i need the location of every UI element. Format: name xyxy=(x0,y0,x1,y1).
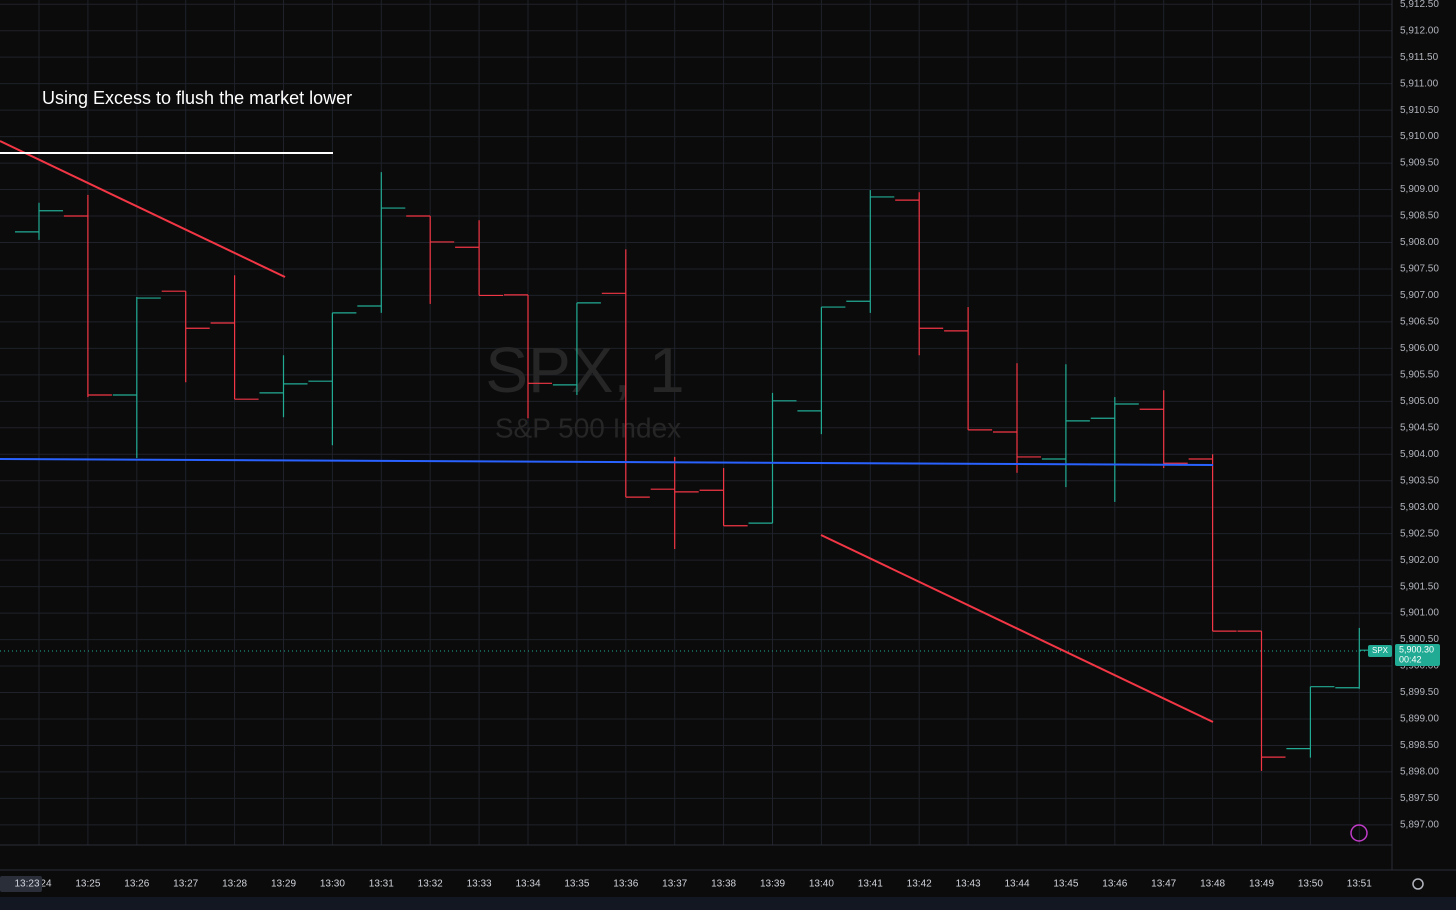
y-tick-label: 5,907.50 xyxy=(1400,264,1439,275)
y-tick-label: 5,911.50 xyxy=(1400,52,1439,63)
bottom-toolbar xyxy=(0,897,1456,910)
support-line[interactable] xyxy=(0,458,1214,466)
y-tick-label: 5,897.50 xyxy=(1400,793,1439,804)
x-tick-label: 13:48 xyxy=(1200,879,1225,890)
x-tick-label: 13:49 xyxy=(1249,879,1274,890)
last-price-box xyxy=(1395,644,1440,666)
crosshair-time-box xyxy=(0,876,42,892)
countdown: 00:42 xyxy=(1399,654,1422,664)
x-tick-label: 13:31 xyxy=(369,879,394,890)
y-tick-label: 5,902.00 xyxy=(1400,555,1439,566)
y-tick-label: 5,909.50 xyxy=(1400,158,1439,169)
x-tick-label: 13:35 xyxy=(564,879,589,890)
x-tick-label: 13:33 xyxy=(467,879,492,890)
grid xyxy=(0,0,1392,845)
x-tick-label: 13:25 xyxy=(75,879,100,890)
y-tick-label: 5,898.00 xyxy=(1400,767,1439,778)
y-tick-label: 5,902.50 xyxy=(1400,528,1439,539)
x-tick-label: 13:26 xyxy=(124,879,149,890)
alert-icon[interactable] xyxy=(1350,824,1368,842)
x-tick-label: 13:32 xyxy=(418,879,443,890)
x-tick-label: 13:36 xyxy=(613,879,638,890)
crosshair-time: 13:23 xyxy=(14,879,39,890)
y-tick-label: 5,898.50 xyxy=(1400,740,1439,751)
x-tick-label: 13:43 xyxy=(956,879,981,890)
y-tick-label: 5,912.00 xyxy=(1400,25,1439,36)
y-tick-label: 5,912.50 xyxy=(1400,0,1439,10)
symbol-tag-text: SPX xyxy=(1372,646,1389,655)
y-tick-label: 5,901.00 xyxy=(1400,608,1439,619)
x-tick-label: 13:51 xyxy=(1347,879,1372,890)
trend-line[interactable] xyxy=(0,140,286,278)
y-tick-label: 5,899.00 xyxy=(1400,714,1439,725)
y-tick-label: 5,906.00 xyxy=(1400,343,1439,354)
y-tick-label: 5,903.00 xyxy=(1400,502,1439,513)
annotation[interactable]: Using Excess to flush the market lower xyxy=(42,88,352,108)
x-tick-label: 13:39 xyxy=(760,879,785,890)
x-tick-label: 13:44 xyxy=(1004,879,1029,890)
x-tick-label: 13:50 xyxy=(1298,879,1323,890)
y-tick-label: 5,907.00 xyxy=(1400,290,1439,301)
y-tick-label: 5,906.50 xyxy=(1400,317,1439,328)
bars xyxy=(15,172,1384,771)
watermark-subtitle: S&P 500 Index xyxy=(495,412,681,443)
y-tick-label: 5,911.00 xyxy=(1400,78,1439,89)
settings-icon[interactable] xyxy=(1412,878,1424,890)
y-tick-label: 5,905.00 xyxy=(1400,396,1439,407)
x-tick-label: 13:27 xyxy=(173,879,198,890)
last-price: 5,900.30 xyxy=(1399,644,1434,654)
price-axis: 5,897.00 5,897.50 5,898.00 5,898.50 5,899.00… xyxy=(1400,0,1439,831)
x-tick-label: 13:34 xyxy=(515,879,540,890)
x-tick-label: 13:42 xyxy=(907,879,932,890)
y-tick-label: 5,899.50 xyxy=(1400,687,1439,698)
x-tick-label: 13:47 xyxy=(1151,879,1176,890)
x-tick-label: 13:37 xyxy=(662,879,687,890)
y-tick-label: 5,908.50 xyxy=(1400,211,1439,222)
trend-line[interactable] xyxy=(820,534,1214,723)
y-tick-label: 5,910.50 xyxy=(1400,105,1439,116)
y-tick-label: 5,910.00 xyxy=(1400,131,1439,142)
x-tick-label: 13:30 xyxy=(320,879,345,890)
watermark-title: SPX, 1 xyxy=(485,334,684,406)
y-tick-label: 5,900.50 xyxy=(1400,634,1439,645)
y-tick-label: 5,897.00 xyxy=(1400,820,1439,831)
symbol-tag xyxy=(1368,645,1392,657)
x-tick-label: 13:40 xyxy=(809,879,834,890)
x-tick-label: 13:46 xyxy=(1102,879,1127,890)
x-tick-label: 13:28 xyxy=(222,879,247,890)
x-tick-label: 13:45 xyxy=(1053,879,1078,890)
y-tick-label: 5,908.00 xyxy=(1400,237,1439,248)
x-tick-label: 13:29 xyxy=(271,879,296,890)
x-tick-label: 13:38 xyxy=(711,879,736,890)
y-tick-label: 5,901.50 xyxy=(1400,581,1439,592)
x-tick-label: 13:41 xyxy=(858,879,883,890)
y-tick-label: 5,909.00 xyxy=(1400,184,1439,195)
y-tick-label: 5,903.50 xyxy=(1400,475,1439,486)
y-tick-label: 5,904.50 xyxy=(1400,422,1439,433)
y-tick-label: 5,905.50 xyxy=(1400,369,1439,380)
y-tick-label: 5,900.00 xyxy=(1400,661,1439,672)
y-tick-label: 5,904.00 xyxy=(1400,449,1439,460)
